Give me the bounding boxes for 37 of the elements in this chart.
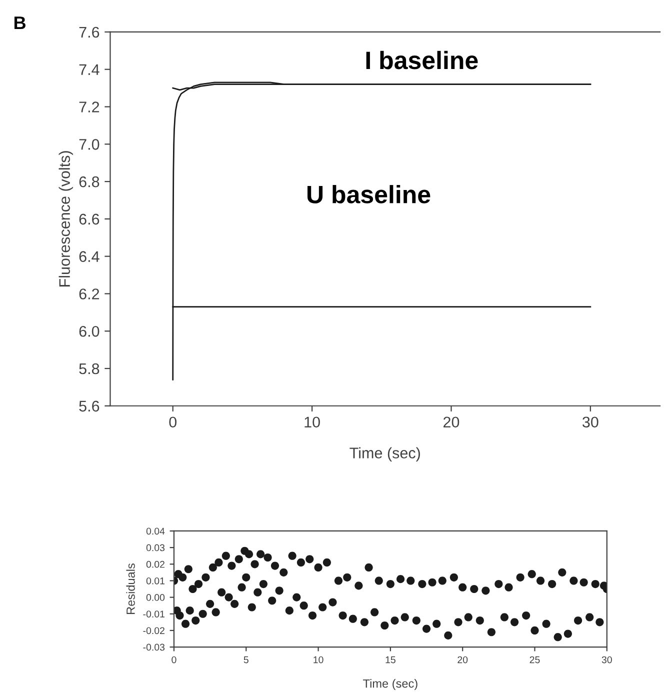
y-tick-label: -0.01 — [143, 610, 164, 618]
x-tick-label: 10 — [304, 416, 320, 428]
y-tick-label: 7.0 — [79, 139, 100, 150]
y-tick-label: -0.03 — [143, 644, 165, 651]
y-tick-label: 0.02 — [146, 560, 164, 568]
y-tick-label: 5.6 — [79, 400, 100, 412]
x-tick-label: 20 — [458, 656, 468, 664]
annotation: U baseline — [308, 185, 430, 204]
y-tick-label: 6.4 — [79, 251, 100, 262]
x-tick-label: 30 — [602, 656, 612, 664]
x-tick-label: 5 — [244, 656, 248, 664]
x-tick-label: 15 — [386, 656, 396, 664]
x-tick-label: 20 — [444, 416, 460, 428]
y-tick-label: 6.2 — [79, 288, 100, 300]
y-axis-title: Fluorescence (volts) — [58, 151, 74, 286]
x-axis-title: Time (sec) — [350, 447, 420, 462]
y-tick-label: 0.03 — [146, 544, 165, 552]
y-tick-label: 6.0 — [79, 326, 100, 337]
y-tick-label: 0.00 — [146, 594, 165, 601]
y-tick-label: -0.02 — [143, 627, 164, 634]
x-tick-label: 0 — [172, 656, 176, 664]
x-tick-label: 0 — [169, 416, 177, 428]
y-tick-label: 5.8 — [79, 363, 100, 374]
y-tick-label: 6.8 — [79, 176, 100, 188]
y-tick-label: 7.4 — [79, 64, 100, 75]
x-tick-label: 30 — [582, 416, 598, 428]
y-tick-label: 0.04 — [146, 528, 165, 535]
annotation: I baseline — [366, 50, 478, 70]
y-tick-label: 6.6 — [79, 214, 100, 225]
y-tick-label: 7.6 — [79, 26, 100, 38]
text: B — [14, 16, 26, 29]
y-tick-label: 7.2 — [79, 102, 100, 112]
x-tick-label: 10 — [314, 656, 324, 664]
x-axis-title: Time (sec) — [363, 679, 418, 690]
x-tick-label: 25 — [530, 656, 540, 664]
y-tick-label: 0.01 — [146, 577, 164, 584]
y-axis-title: Residuals — [126, 564, 135, 614]
